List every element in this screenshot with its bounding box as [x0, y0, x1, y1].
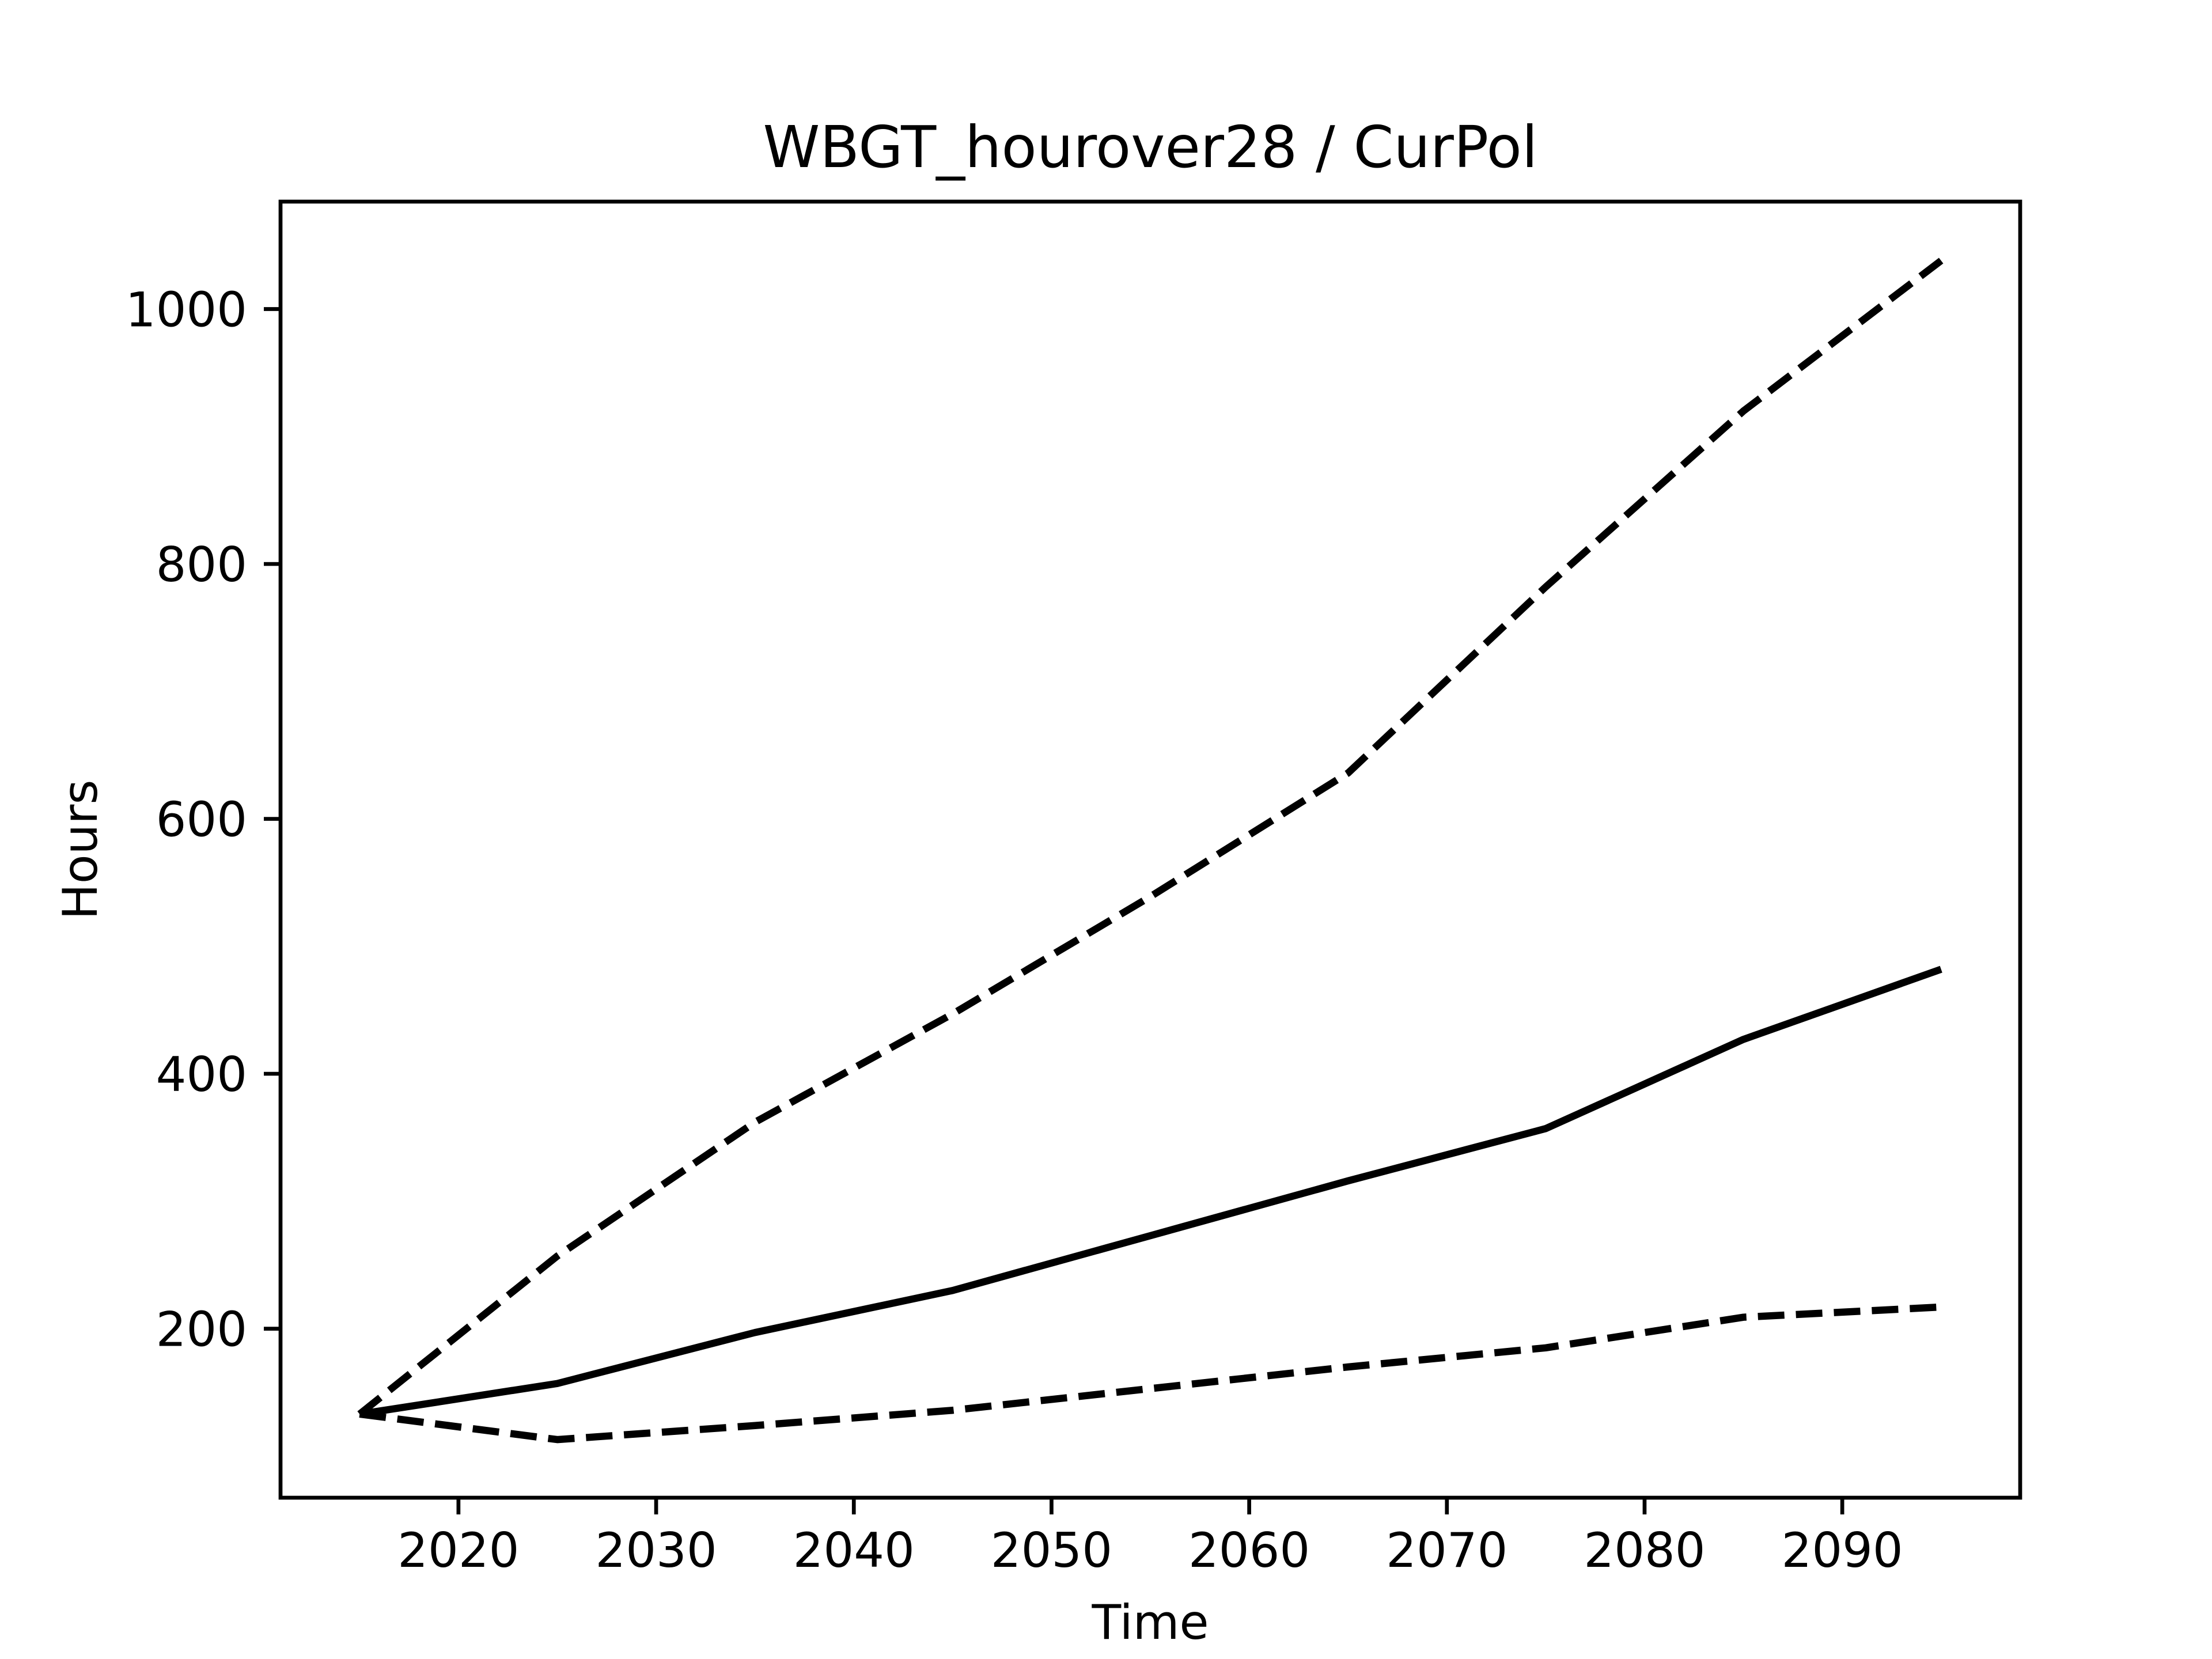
y-axis-label: Hours: [52, 779, 108, 919]
x-tick-label: 2060: [1188, 1522, 1310, 1578]
x-tick-label: 2030: [595, 1522, 717, 1578]
y-tick-label: 600: [156, 792, 247, 848]
x-tick-label: 2090: [1782, 1522, 1903, 1578]
y-tick-label: 400: [156, 1047, 247, 1103]
series-line: [359, 965, 1942, 1418]
y-tick-label: 800: [156, 537, 247, 593]
chart-title: WBGT_hourover28 / CurPol: [763, 113, 1537, 181]
y-tick-label: 1000: [126, 282, 247, 338]
x-tick-label: 2080: [1584, 1522, 1705, 1578]
x-tick-label: 2020: [397, 1522, 519, 1578]
y-tick-label: 200: [156, 1302, 247, 1358]
plot-frame: [278, 199, 2022, 1500]
x-tick-label: 2050: [991, 1522, 1112, 1578]
x-tick-label: 2040: [793, 1522, 915, 1578]
x-tick-label: 2070: [1386, 1522, 1508, 1578]
x-axis-label: Time: [1091, 1594, 1209, 1650]
